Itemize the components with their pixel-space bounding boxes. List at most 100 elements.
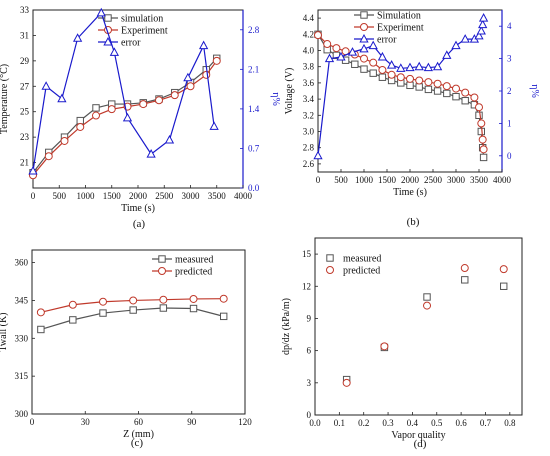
data-point <box>359 43 369 53</box>
y-tick-label: 23 <box>20 132 30 142</box>
y-tick-label: 31 <box>20 30 29 40</box>
legend-label: Experiment <box>121 26 168 37</box>
plot-frame <box>31 249 246 415</box>
data-point <box>323 40 332 49</box>
data-point <box>99 309 107 317</box>
legend-entry: predicted <box>326 266 380 277</box>
legend-label: predicted <box>175 267 212 278</box>
x-tick-label: 1500 <box>378 175 397 185</box>
x-tick-label: 0.0 <box>309 418 321 428</box>
data-point <box>377 51 388 61</box>
x-tick-label: 120 <box>238 417 252 427</box>
legend-entry: measured <box>326 254 381 265</box>
data-point <box>443 89 451 98</box>
series-predicted <box>36 294 228 317</box>
data-point <box>36 308 45 317</box>
data-point <box>415 83 423 91</box>
y-tick-label: 33 <box>20 5 30 15</box>
x-axis-label: Z (mm) <box>123 429 154 440</box>
y-tick-label: 2.8 <box>303 143 315 153</box>
data-point <box>378 65 387 74</box>
data-point <box>500 282 508 290</box>
legend-entry: measured <box>152 255 213 266</box>
data-point <box>460 264 469 273</box>
x-tick-label: 30 <box>81 417 91 427</box>
data-point <box>386 60 397 69</box>
x-tick-label: 0 <box>31 191 36 201</box>
legend-entry: simulation <box>98 14 163 25</box>
data-point <box>324 53 335 63</box>
data-point <box>351 60 359 68</box>
data-point <box>360 65 368 73</box>
x-tick-label: 3500 <box>208 191 227 201</box>
y-tick-label: 3.4 <box>303 94 315 104</box>
panel-caption: (d) <box>414 438 427 450</box>
legend-label: error <box>377 35 397 46</box>
y2-tick-label: 1 <box>507 118 512 128</box>
data-point <box>342 378 351 387</box>
y2-axis-label: η% <box>529 84 540 98</box>
data-point <box>452 92 460 101</box>
data-point <box>406 74 414 83</box>
x-tick-label: 0.8 <box>504 418 516 428</box>
data-point <box>476 26 486 35</box>
y-tick-label: 4.2 <box>303 29 314 39</box>
data-point <box>415 76 424 85</box>
data-point <box>424 78 433 87</box>
legend-label: Simulation <box>377 11 421 22</box>
data-point <box>405 62 415 72</box>
data-point <box>380 342 389 351</box>
data-point <box>76 116 84 125</box>
y-tick-label: 12 <box>302 281 311 291</box>
x-tick-label: 0.6 <box>455 418 467 428</box>
data-point <box>37 325 45 334</box>
data-point <box>478 135 487 144</box>
series-predicted <box>342 264 508 387</box>
y-tick-label: 6 <box>307 346 312 356</box>
data-point <box>396 63 406 72</box>
data-point <box>479 145 488 154</box>
data-point <box>433 87 442 95</box>
data-point <box>99 297 107 306</box>
data-point <box>423 62 434 72</box>
data-point <box>347 47 358 56</box>
data-point <box>57 93 67 103</box>
data-point <box>220 312 228 321</box>
x-tick-label: 0 <box>316 175 321 185</box>
data-point <box>139 100 148 109</box>
legend-entry: error <box>98 36 141 49</box>
y-tick-label: 360 <box>15 258 29 268</box>
legend-entry: predicted <box>152 267 212 278</box>
x-tick-label: 1000 <box>355 175 374 185</box>
data-point <box>499 265 508 274</box>
x-tick-label: 4000 <box>234 191 253 201</box>
y-tick-label: 3.6 <box>303 78 315 88</box>
data-point <box>314 31 322 40</box>
data-point <box>122 112 133 122</box>
legend-marker <box>158 255 166 263</box>
data-point <box>396 73 405 82</box>
y-tick-label: 3.2 <box>303 110 314 120</box>
x-tick-label: 2500 <box>424 175 443 185</box>
y-tick-label: 4.4 <box>303 13 315 23</box>
data-point <box>378 73 387 81</box>
data-point <box>92 111 100 120</box>
data-point <box>164 134 175 144</box>
series-measured <box>37 304 228 334</box>
data-point <box>336 51 346 61</box>
x-tick-label: 3000 <box>182 191 201 201</box>
x-tick-label: 500 <box>334 175 348 185</box>
y2-tick-label: 4 <box>507 21 512 31</box>
x-tick-label: 1500 <box>103 191 122 201</box>
data-point <box>424 85 433 94</box>
y2-tick-label: 0.7 <box>248 143 260 153</box>
data-point <box>109 47 120 56</box>
legend-marker <box>104 14 112 22</box>
y2-tick-label: 0 <box>507 151 512 161</box>
legend-label: error <box>121 38 141 49</box>
series-Experiment <box>29 56 221 180</box>
data-point <box>28 165 38 175</box>
y-tick-label: 0 <box>307 410 312 420</box>
legend-entry: error <box>354 33 397 46</box>
